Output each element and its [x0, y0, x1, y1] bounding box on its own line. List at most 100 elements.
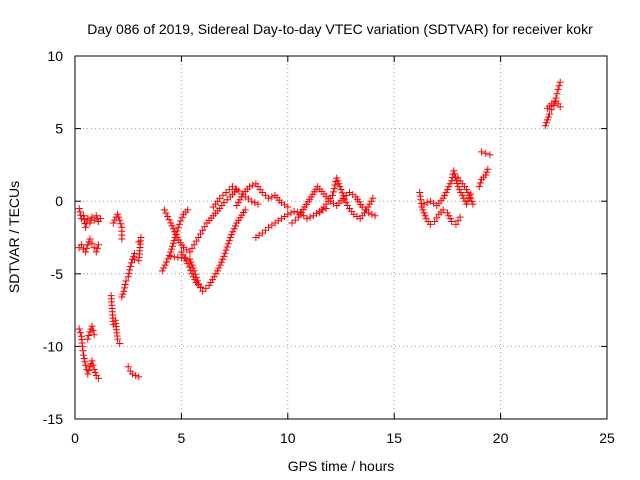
data-point — [448, 218, 456, 226]
data-point — [199, 226, 207, 234]
data-point — [197, 230, 205, 238]
x-tick-label: 5 — [178, 430, 186, 446]
data-point — [337, 186, 345, 194]
data-point — [342, 198, 350, 206]
data-point — [341, 195, 349, 203]
data-point — [368, 210, 376, 218]
data-point — [220, 199, 228, 207]
data-point — [116, 339, 124, 347]
x-tick-label: 10 — [280, 430, 296, 446]
data-point — [84, 370, 92, 378]
data-point — [188, 244, 196, 252]
data-point — [175, 220, 183, 228]
data-point — [88, 322, 96, 330]
data-point — [126, 263, 134, 271]
data-point — [230, 225, 238, 233]
data-point — [86, 235, 94, 243]
data-point — [371, 212, 379, 220]
data-point — [208, 276, 216, 284]
data-point — [124, 273, 132, 281]
data-point — [417, 196, 425, 204]
data-point — [197, 283, 205, 291]
data-point — [97, 215, 105, 223]
data-point — [330, 184, 338, 192]
x-tick-label: 0 — [71, 430, 79, 446]
data-point — [93, 244, 101, 252]
data-point — [168, 222, 176, 230]
data-point — [127, 259, 135, 267]
data-point — [439, 194, 447, 202]
data-point — [89, 326, 97, 334]
data-point — [179, 251, 187, 259]
data-point — [419, 206, 427, 214]
data-point — [165, 216, 173, 224]
data-point — [303, 215, 311, 223]
data-point — [130, 252, 138, 260]
data-point — [177, 217, 185, 225]
data-point — [421, 212, 429, 220]
data-point — [452, 220, 460, 228]
data-point — [468, 197, 476, 205]
data-point — [484, 165, 492, 173]
data-point — [88, 239, 96, 247]
data-point — [75, 325, 83, 333]
data-point — [363, 206, 371, 214]
data-point — [445, 183, 453, 191]
data-point — [131, 255, 139, 263]
data-point — [222, 246, 230, 254]
data-point — [420, 209, 428, 217]
data-point — [85, 366, 93, 374]
data-point — [182, 257, 190, 265]
data-point — [369, 194, 377, 202]
data-point — [174, 224, 182, 232]
data-point — [79, 347, 87, 355]
data-point — [465, 191, 473, 199]
data-point — [433, 214, 441, 222]
data-point — [458, 191, 466, 199]
data-point — [483, 168, 491, 176]
data-point — [77, 241, 85, 249]
data-point — [467, 194, 475, 202]
data-point — [81, 358, 89, 366]
data-point — [186, 255, 194, 263]
data-point — [185, 263, 193, 271]
data-point — [220, 252, 228, 260]
data-point — [160, 264, 168, 272]
grid-lines — [75, 56, 607, 419]
data-point — [555, 82, 563, 90]
data-point — [455, 186, 463, 194]
data-point — [184, 206, 192, 214]
data-point — [84, 215, 92, 223]
data-point — [76, 329, 84, 337]
data-point — [287, 209, 295, 217]
data-point — [284, 210, 292, 218]
data-point — [219, 255, 227, 263]
data-point — [546, 110, 554, 118]
data-point — [542, 119, 550, 127]
data-point — [541, 122, 549, 130]
data-point — [121, 284, 129, 292]
data-point — [450, 167, 458, 175]
data-point — [216, 261, 224, 269]
data-point — [178, 214, 186, 222]
data-point — [120, 287, 128, 295]
data-point — [190, 241, 198, 249]
x-tick-labels: 0 5 10 15 20 25 — [71, 430, 615, 446]
data-point — [201, 223, 209, 231]
data-point — [118, 235, 126, 243]
data-point — [544, 113, 552, 121]
data-point — [117, 220, 125, 228]
data-point — [333, 174, 341, 182]
data-point — [226, 234, 234, 241]
data-point — [80, 351, 88, 359]
data-point — [78, 342, 86, 350]
data-point — [245, 183, 253, 191]
data-point — [116, 216, 124, 224]
data-point — [86, 363, 94, 371]
data-point — [82, 361, 90, 369]
data-point — [454, 217, 462, 225]
y-tick-label: -5 — [51, 266, 64, 282]
data-point — [338, 189, 346, 197]
data-point — [162, 209, 170, 217]
data-point — [168, 245, 176, 253]
